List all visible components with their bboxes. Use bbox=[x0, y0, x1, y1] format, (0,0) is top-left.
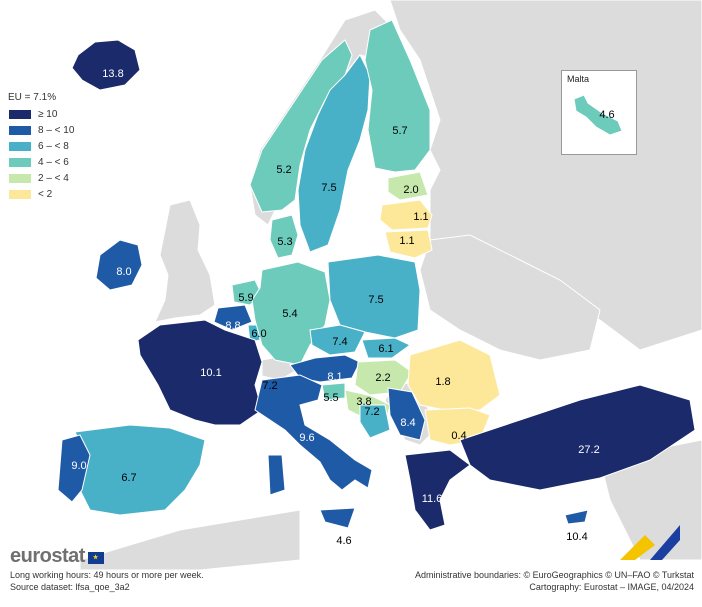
legend-swatch bbox=[8, 188, 32, 200]
footer-cartography: Cartography: Eurostat – IMAGE, 04/2024 bbox=[529, 582, 694, 592]
region-ireland bbox=[95, 239, 143, 291]
legend-item: < 2 bbox=[8, 186, 74, 202]
malta-inset: Malta 4.6 bbox=[561, 70, 637, 155]
legend-label: 4 – < 6 bbox=[38, 156, 69, 168]
legend-item: 4 – < 6 bbox=[8, 154, 74, 170]
region-latvia bbox=[379, 199, 433, 231]
legend-label: 8 – < 10 bbox=[38, 124, 75, 136]
region-value-label: 5.7 bbox=[392, 125, 407, 137]
region-value-label: 10.4 bbox=[566, 531, 587, 543]
region-value-label: 6.0 bbox=[251, 328, 266, 340]
region-serbia bbox=[387, 387, 426, 441]
region-greece bbox=[404, 449, 471, 531]
region-value-label: 11.6 bbox=[422, 493, 443, 505]
legend-label: 6 – < 8 bbox=[38, 140, 69, 152]
region-denmark bbox=[269, 214, 299, 259]
legend-label: 2 – < 4 bbox=[38, 172, 69, 184]
region-value-label: 1.8 bbox=[435, 376, 450, 388]
region-bosnia bbox=[359, 404, 391, 439]
legend-swatch bbox=[8, 108, 32, 120]
region-value-label: 9.6 bbox=[299, 432, 314, 444]
region-poland bbox=[327, 254, 421, 339]
region-value-label: 5.3 bbox=[277, 236, 292, 248]
region-italy bbox=[254, 374, 373, 491]
region-value-label: 4.6 bbox=[336, 535, 351, 547]
malta-map: 4.6 bbox=[573, 94, 623, 136]
legend-label: ≥ 10 bbox=[38, 108, 58, 120]
region-sweden bbox=[297, 54, 371, 253]
region-value-label: 1.1 bbox=[413, 211, 428, 223]
region-value-label: 7.2 bbox=[262, 380, 277, 392]
footer-boundaries: Administrative boundaries: © EuroGeograp… bbox=[414, 570, 694, 580]
eu-flag-icon bbox=[87, 551, 104, 564]
region-value-label: 10.1 bbox=[200, 367, 221, 379]
legend-item: 8 – < 10 bbox=[8, 122, 74, 138]
region-value-label: 9.0 bbox=[71, 460, 86, 472]
region-value-label: 13.8 bbox=[102, 68, 123, 80]
logo-text: eurostat bbox=[10, 545, 85, 567]
region-luxembourg bbox=[247, 324, 261, 343]
legend-title: EU = 7.1% bbox=[8, 92, 57, 103]
region-france bbox=[137, 319, 263, 426]
region-lithuania bbox=[384, 229, 433, 259]
legend-swatch bbox=[8, 172, 32, 184]
country-shapes bbox=[57, 19, 696, 531]
region-value-label: 7.5 bbox=[321, 182, 336, 194]
region-portugal bbox=[57, 434, 91, 503]
region-value-label: 5.5 bbox=[323, 392, 338, 404]
legend-item: ≥ 10 bbox=[8, 106, 74, 122]
region-iceland bbox=[71, 39, 141, 91]
eurostat-corner-logo bbox=[620, 525, 680, 560]
region-value-label: 8.1 bbox=[327, 371, 342, 383]
region-cyprus bbox=[564, 509, 589, 525]
region-value-label: 7.2 bbox=[364, 406, 379, 418]
footer-notes: Long working hours: 49 hours or more per… bbox=[10, 569, 204, 593]
region-finland bbox=[364, 19, 431, 173]
legend-swatch bbox=[8, 124, 32, 136]
region-value-label: 6.1 bbox=[378, 343, 393, 355]
legend-item: 2 – < 4 bbox=[8, 170, 74, 186]
region-value-label: 2.2 bbox=[375, 372, 390, 384]
region-sicily bbox=[319, 507, 356, 529]
region-value-label: 4.6 bbox=[599, 109, 614, 121]
region-value-label: 1.1 bbox=[399, 235, 414, 247]
region-value-label: 6.7 bbox=[121, 472, 136, 484]
region-value-label: 8.0 bbox=[116, 266, 131, 278]
region-belgium bbox=[213, 304, 253, 331]
region-estonia bbox=[387, 171, 429, 201]
region-slovakia bbox=[361, 337, 411, 359]
legend-item: 6 – < 8 bbox=[8, 138, 74, 154]
legend: EU = 7.1% ≥ 10 8 – < 10 6 – < 8 4 – < 6 2 – … bbox=[8, 92, 74, 202]
region-value-label: 7.4 bbox=[332, 336, 347, 348]
legend-swatch bbox=[8, 156, 32, 168]
region-value-label: 8.4 bbox=[400, 417, 415, 429]
region-romania bbox=[407, 339, 501, 411]
region-value-label: 0.4 bbox=[451, 430, 466, 442]
region-sardinia bbox=[267, 454, 286, 496]
region-turkey bbox=[459, 384, 696, 491]
region-value-label: 8.8 bbox=[225, 320, 240, 332]
region-value-label: 5.2 bbox=[276, 164, 291, 176]
footer-credits: Administrative boundaries: © EuroGeograp… bbox=[415, 569, 694, 593]
inset-label: Malta bbox=[567, 74, 590, 84]
footer-definition: Long working hours: 49 hours or more per… bbox=[10, 570, 204, 580]
region-spain bbox=[74, 424, 206, 516]
region-value-label: 5.9 bbox=[238, 292, 253, 304]
region-value-label: 7.5 bbox=[368, 294, 383, 306]
region-value-label: 3.8 bbox=[356, 396, 371, 408]
region-value-label: 27.2 bbox=[578, 444, 599, 456]
eurostat-logo: eurostat bbox=[10, 545, 104, 568]
region-value-label: 2.0 bbox=[403, 184, 418, 196]
footer-source: Source dataset: lfsa_qoe_3a2 bbox=[10, 582, 130, 592]
legend-swatch bbox=[8, 140, 32, 152]
value-labels: 13.8 8.0 5.2 7.5 5.7 2.0 1.1 1.1 5.3 5.9 8.8 6.0 5.4… bbox=[71, 68, 599, 547]
legend-label: < 2 bbox=[38, 188, 53, 200]
region-czechia bbox=[309, 324, 366, 356]
region-slovenia bbox=[321, 382, 346, 401]
region-value-label: 5.4 bbox=[282, 308, 297, 320]
